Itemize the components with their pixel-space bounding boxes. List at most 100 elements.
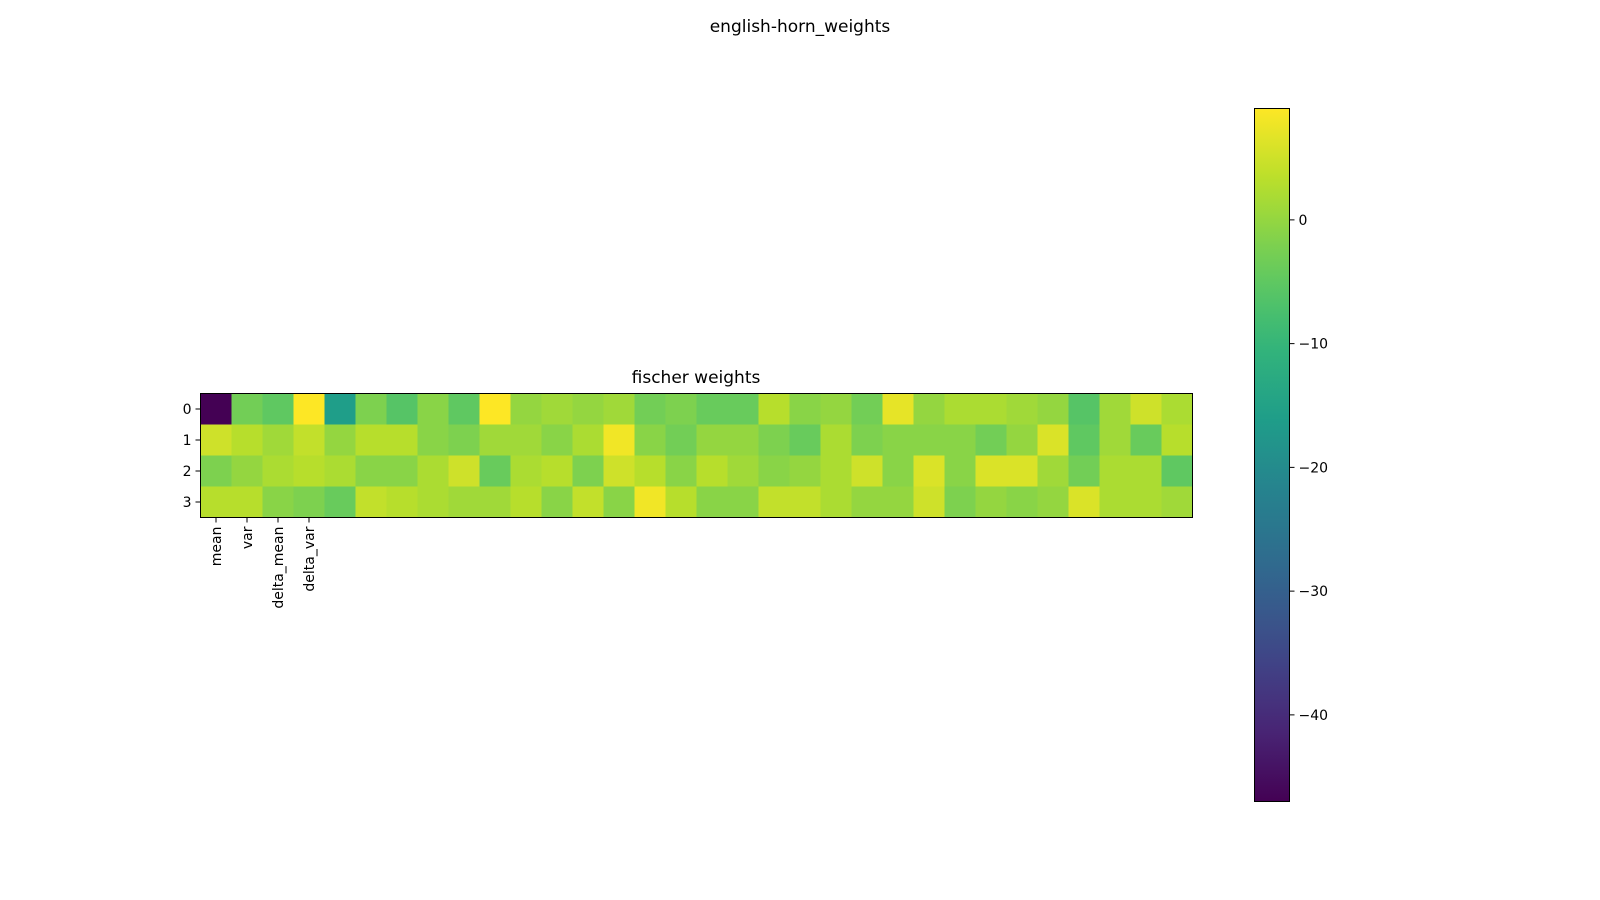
- heatmap-cell: [882, 393, 914, 425]
- colorbar-tick-label: −10: [1299, 337, 1329, 353]
- heatmap-cell: [789, 486, 821, 518]
- figure-title: english-horn_weights: [710, 17, 891, 37]
- heatmap-cell: [541, 455, 573, 487]
- heatmap-cell: [913, 486, 945, 518]
- heatmap-cell: [944, 455, 976, 487]
- heatmap-cell: [293, 393, 325, 425]
- heatmap-cell: [975, 455, 1007, 487]
- heatmap-cell: [1068, 393, 1100, 425]
- heatmap-cell: [1006, 393, 1038, 425]
- heatmap-cell: [572, 455, 604, 487]
- heatmap-frame: [200, 393, 1193, 518]
- heatmap-cell: [882, 486, 914, 518]
- heatmap-cell: [944, 424, 976, 456]
- heatmap-cell: [882, 455, 914, 487]
- heatmap-cell: [386, 486, 418, 518]
- heatmap-cell: [355, 393, 387, 425]
- heatmap-cell: [200, 424, 232, 456]
- heatmap-cell: [1130, 393, 1162, 425]
- heatmap-cell: [1130, 424, 1162, 456]
- heatmap-cell: [262, 393, 294, 425]
- heatmap-cell: [913, 393, 945, 425]
- heatmap-cell: [324, 486, 356, 518]
- heatmap-cell: [727, 455, 759, 487]
- heatmap-cell: [1130, 486, 1162, 518]
- heatmap-cell: [789, 393, 821, 425]
- y-tick-label: 0: [183, 402, 192, 418]
- heatmap: [200, 393, 1193, 518]
- heatmap-cell: [1161, 393, 1193, 425]
- heatmap-cell: [448, 455, 480, 487]
- heatmap-cell: [944, 393, 976, 425]
- colorbar-tick-label: −30: [1299, 584, 1329, 600]
- heatmap-cell: [758, 393, 790, 425]
- colorbar-tick-label: 0: [1299, 213, 1308, 229]
- heatmap-cell: [1037, 393, 1069, 425]
- heatmap-cell: [1006, 455, 1038, 487]
- heatmap-cell: [758, 424, 790, 456]
- heatmap-cell: [696, 424, 728, 456]
- heatmap-cell: [758, 455, 790, 487]
- x-tick-label: delta_var: [302, 526, 318, 591]
- heatmap-cell: [727, 393, 759, 425]
- heatmap-cell: [572, 424, 604, 456]
- heatmap-cell: [324, 424, 356, 456]
- heatmap-cell: [231, 393, 263, 425]
- heatmap-cell: [603, 393, 635, 425]
- heatmap-cell: [975, 393, 1007, 425]
- heatmap-cell: [603, 424, 635, 456]
- heatmap-cell: [541, 486, 573, 518]
- heatmap-cell: [1161, 486, 1193, 518]
- heatmap-cell: [510, 486, 542, 518]
- heatmap-cell: [665, 486, 697, 518]
- x-tick-label: var: [240, 526, 256, 549]
- heatmap-cell: [1130, 455, 1162, 487]
- heatmap-cell: [479, 455, 511, 487]
- heatmap-cell: [541, 424, 573, 456]
- heatmap-cell: [975, 424, 1007, 456]
- heatmap-cell: [1006, 424, 1038, 456]
- heatmap-cell: [820, 424, 852, 456]
- heatmap-cell: [355, 486, 387, 518]
- heatmap-cell: [727, 486, 759, 518]
- heatmap-cell: [479, 424, 511, 456]
- heatmap-cell: [355, 424, 387, 456]
- heatmap-cell: [665, 455, 697, 487]
- heatmap-cell: [262, 455, 294, 487]
- heatmap-cell: [479, 393, 511, 425]
- heatmap-cell: [448, 393, 480, 425]
- heatmap-cell: [417, 393, 449, 425]
- heatmap-cell: [851, 424, 883, 456]
- heatmap-cell: [231, 486, 263, 518]
- heatmap-cell: [510, 455, 542, 487]
- heatmap-cell: [386, 455, 418, 487]
- heatmap-cell: [696, 393, 728, 425]
- heatmap-cell: [634, 393, 666, 425]
- heatmap-cell: [1099, 486, 1131, 518]
- heatmap-cell: [851, 393, 883, 425]
- heatmap-title: fischer weights: [632, 368, 761, 388]
- heatmap-cell: [262, 486, 294, 518]
- heatmap-cell: [293, 486, 325, 518]
- heatmap-cell: [758, 486, 790, 518]
- heatmap-cell: [510, 424, 542, 456]
- heatmap-cell: [1068, 455, 1100, 487]
- heatmap-cell: [324, 393, 356, 425]
- heatmap-cell: [603, 486, 635, 518]
- heatmap-cell: [913, 455, 945, 487]
- heatmap-cell: [231, 424, 263, 456]
- heatmap-cell: [696, 455, 728, 487]
- y-tick-label: 3: [183, 495, 192, 511]
- heatmap-cell: [1099, 424, 1131, 456]
- heatmap-cell: [200, 393, 232, 425]
- heatmap-cell: [634, 486, 666, 518]
- y-tick-label: 1: [183, 433, 192, 449]
- heatmap-cell: [510, 393, 542, 425]
- colorbar-tick-label: −20: [1299, 460, 1329, 476]
- heatmap-cell: [200, 486, 232, 518]
- heatmap-cell: [448, 424, 480, 456]
- heatmap-cell: [603, 455, 635, 487]
- heatmap-cell: [417, 455, 449, 487]
- heatmap-cell: [1006, 486, 1038, 518]
